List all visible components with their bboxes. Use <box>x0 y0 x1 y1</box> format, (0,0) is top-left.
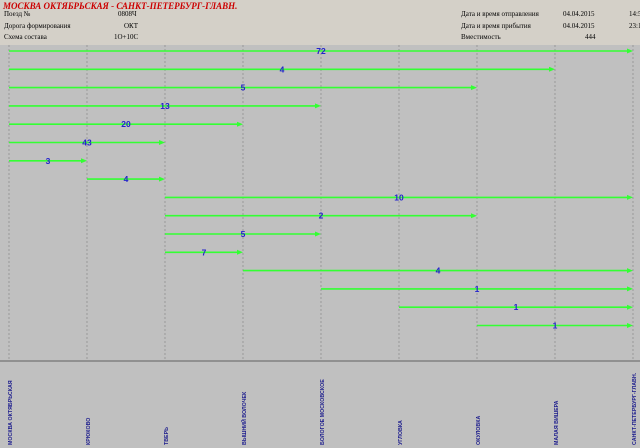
segment-count-label: 13 <box>160 101 170 111</box>
segment-arrowhead <box>549 66 555 72</box>
segment-count-label: 4 <box>124 174 129 184</box>
segment-arrowhead <box>81 158 87 164</box>
segment-count-label: 3 <box>46 156 51 166</box>
station-label: БОЛОГОЕ МОСКОВСКОЕ <box>320 379 326 445</box>
segment-arrowhead <box>627 323 633 328</box>
road-value: ОКТ <box>124 22 138 30</box>
segment-count-label: 10 <box>394 192 404 202</box>
station-label: МАЛАЯ ВИШЕРА <box>554 400 560 445</box>
segment-count-label: 43 <box>82 138 92 148</box>
station-label: САНКТ-ПЕТЕРБУРГ-ГЛАВН. <box>632 372 638 445</box>
segment-arrowhead <box>159 140 165 145</box>
segment-count-label: 4 <box>280 64 285 74</box>
segment-count-label: 72 <box>316 46 326 56</box>
station-label: МОСКВА ОКТЯБРЬСКАЯ <box>8 380 14 445</box>
segment-count-label: 2 <box>319 211 324 221</box>
road-label: Дорога формирования <box>4 22 71 30</box>
segment-arrowhead <box>471 85 477 91</box>
occupancy-chart-svg: 72 4 5 13 20 43 3 4 10 2 5 7 4 1 1 1 МОСКВА ОКТЯБРЬСКАЯ К… <box>0 45 640 445</box>
segment-count-label: 7 <box>202 247 207 257</box>
station-label: ОКУЛОВКА <box>476 416 482 445</box>
segment-arrowhead <box>627 268 633 274</box>
segment-count-label: 4 <box>436 266 441 276</box>
segment-arrowhead <box>627 304 633 310</box>
scheme-value: 1О+10С <box>114 33 139 41</box>
departure-time: 14:5 <box>629 10 640 18</box>
occupancy-chart: 72 4 5 13 20 43 3 4 10 2 5 7 4 1 1 1 МОСКВА ОКТЯБРЬСКАЯ К… <box>0 45 640 448</box>
segment-arrowhead <box>159 176 165 182</box>
station-label: ТВЕРЬ <box>164 427 170 445</box>
segment-count-label: 5 <box>241 229 246 239</box>
station-label: УГЛОВКА <box>398 420 404 445</box>
segment-arrowhead <box>315 103 321 109</box>
capacity-value: 444 <box>585 33 596 41</box>
arrival-date: 04.04.2015 <box>563 22 595 30</box>
departure-label: Дата и время отправления <box>461 10 539 18</box>
arrival-time: 23:1 <box>629 22 640 30</box>
train-value: 0808Ч <box>118 10 137 18</box>
segment-arrowhead <box>315 231 321 237</box>
segment-count-label: 1 <box>553 321 558 331</box>
segment-count-label: 20 <box>121 119 131 129</box>
segment-arrowhead <box>237 249 243 255</box>
segment-count-label: 1 <box>514 302 519 312</box>
segment-arrowhead <box>627 48 633 54</box>
station-label: ВЫШНИЙ ВОЛОЧЕК <box>240 391 248 445</box>
scheme-label: Схема состава <box>4 33 47 41</box>
train-label: Поезд № <box>4 10 31 18</box>
capacity-label: Вместимость <box>461 33 501 41</box>
station-label: КРЮКОВО <box>86 418 92 445</box>
info-header: МОСКВА ОКТЯБРЬСКАЯ - САНКТ-ПЕТЕРБУРГ-ГЛА… <box>0 0 640 45</box>
departure-date: 04.04.2015 <box>563 10 595 18</box>
route-title: МОСКВА ОКТЯБРЬСКАЯ - САНКТ-ПЕТЕРБУРГ-ГЛА… <box>3 1 238 11</box>
segment-arrowhead <box>237 121 243 127</box>
segment-arrowhead <box>627 194 633 200</box>
segment-arrowhead <box>471 213 477 219</box>
segment-count-label: 5 <box>241 83 246 93</box>
arrival-label: Дата и время прибытия <box>461 22 531 30</box>
segment-arrowhead <box>627 286 633 292</box>
segment-count-label: 1 <box>475 284 480 294</box>
